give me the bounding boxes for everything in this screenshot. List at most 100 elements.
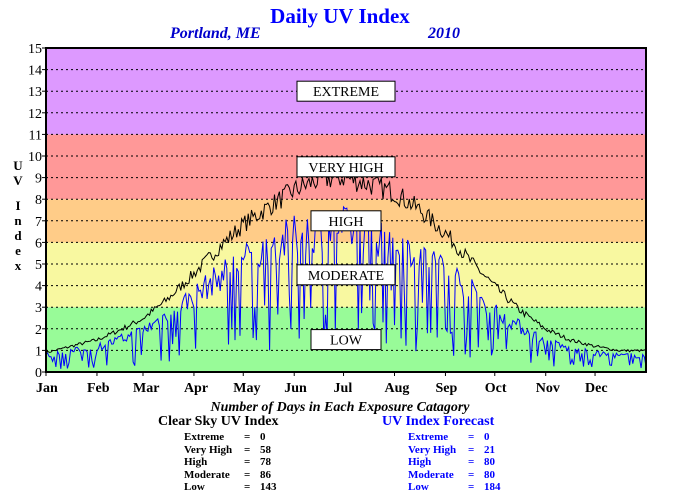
- grid-lines: [46, 69, 646, 351]
- y-tick-label: 3: [35, 301, 42, 316]
- y-tick-label: 11: [29, 128, 42, 143]
- forecast-title: UV Index Forecast: [382, 414, 495, 429]
- clear-sky-row-low: Low = 143: [184, 481, 290, 494]
- x-tick-label: Jun: [284, 381, 307, 396]
- forecast-row-low: Low = 184: [408, 481, 514, 494]
- band-label-moderate: MODERATE: [308, 269, 384, 284]
- equals-sign: =: [468, 481, 475, 494]
- forecast-row-extreme: Extreme = 0: [408, 431, 514, 444]
- forecast-row-very-high: Very High = 21: [408, 444, 514, 457]
- x-tick-label: Jan: [36, 381, 58, 396]
- x-tick-label: Mar: [133, 381, 159, 396]
- band-label-box-high: [310, 210, 382, 232]
- clear-sky-title: Clear Sky UV Index: [158, 414, 279, 429]
- band-label-box-moderate: [296, 264, 396, 286]
- category-label: Very High: [408, 443, 457, 456]
- y-tick-label: 15: [28, 42, 42, 57]
- year-label: 2010: [428, 25, 460, 42]
- equals-sign: =: [244, 468, 251, 481]
- band-label-very-high: VERY HIGH: [308, 161, 383, 176]
- equals-sign: =: [244, 481, 251, 494]
- day-count: 21: [484, 443, 495, 456]
- day-count: 184: [484, 481, 501, 494]
- category-label: High: [184, 456, 208, 469]
- band-labels: LOW MODERATE HIGH VERY HIGH EXTREME: [296, 80, 396, 351]
- equals-sign: =: [468, 468, 475, 481]
- day-count: 78: [260, 456, 271, 469]
- band-label-extreme: EXTREME: [313, 85, 379, 100]
- x-tick-label: Nov: [536, 381, 560, 396]
- series-line-uv-index-forecast: [45, 205, 647, 369]
- band-label-high: HIGH: [329, 215, 364, 230]
- clear-sky-rows: Extreme = 0 Very High = 58 High = 78 Moderate =…: [184, 431, 290, 494]
- y-axis-label-char: n: [14, 213, 22, 228]
- band-label-box-very-high: [296, 156, 396, 178]
- forecast-rows: Extreme = 0 Very High = 21 High = 80 Moderate =…: [408, 431, 514, 494]
- forecast-row-moderate: Moderate = 80: [408, 469, 514, 482]
- y-axis-label-char: e: [15, 243, 21, 258]
- clear-sky-row-high: High = 78: [184, 456, 290, 469]
- clear-sky-table: Clear Sky UV Index Extreme = 0 Very High = 5…: [158, 414, 290, 494]
- x-axis: Jan Feb Mar Apr May Jun Jul Aug Sep Oct Nov Dec: [36, 372, 608, 396]
- forecast-table: UV Index Forecast Extreme = 0 Very High = 21…: [382, 414, 514, 494]
- x-tick-label: Apr: [184, 381, 208, 396]
- equals-sign: =: [244, 431, 251, 443]
- equals-sign: =: [468, 443, 475, 456]
- y-tick-label: 13: [28, 85, 42, 100]
- equals-sign: =: [244, 443, 251, 456]
- y-axis-label-char: U: [13, 158, 23, 173]
- chart-title: Daily UV Index: [270, 4, 410, 28]
- category-label: Moderate: [408, 468, 454, 481]
- equals-sign: =: [468, 431, 475, 443]
- y-axis-label-char: x: [15, 258, 22, 273]
- clear-sky-row-very-high: Very High = 58: [184, 444, 290, 457]
- clear-sky-row-extreme: Extreme = 0: [184, 431, 290, 444]
- category-label: Moderate: [184, 468, 230, 481]
- x-tick-label: Feb: [87, 381, 110, 396]
- y-tick-label: 0: [35, 366, 42, 381]
- category-label: Low: [408, 481, 429, 494]
- x-tick-label: Aug: [384, 381, 409, 396]
- y-tick-label: 14: [28, 64, 42, 79]
- y-tick-label: 8: [35, 193, 42, 208]
- y-tick-label: 2: [35, 323, 42, 338]
- band-label-low: LOW: [330, 334, 363, 349]
- category-label: Extreme: [184, 431, 225, 443]
- day-count: 0: [260, 431, 266, 443]
- band-label-box-low: [310, 329, 382, 351]
- x-tick-label: Oct: [485, 381, 507, 396]
- y-axis-label-char: d: [14, 228, 22, 243]
- y-tick-label: 4: [35, 280, 42, 295]
- plot-frame: [45, 47, 647, 373]
- category-label: High: [408, 456, 432, 469]
- day-count: 80: [484, 456, 495, 469]
- clear-sky-row-moderate: Moderate = 86: [184, 469, 290, 482]
- day-count: 58: [260, 443, 271, 456]
- category-label: Very High: [184, 443, 233, 456]
- day-count: 0: [484, 431, 490, 443]
- x-tick-label: May: [233, 381, 260, 396]
- category-label: Low: [184, 481, 205, 494]
- y-tick-label: 9: [35, 172, 42, 187]
- day-count: 86: [260, 468, 271, 481]
- band-label-box-extreme: [296, 80, 396, 102]
- y-tick-label: 7: [35, 215, 42, 230]
- y-tick-label: 12: [28, 107, 42, 122]
- x-tick-label: Jul: [334, 381, 353, 396]
- equals-sign: =: [244, 456, 251, 469]
- equals-sign: =: [468, 456, 475, 469]
- x-tick-label: Dec: [585, 381, 608, 396]
- category-label: Extreme: [408, 431, 449, 443]
- y-axis-label-char: I: [15, 198, 20, 213]
- y-axis-label-char: V: [13, 173, 23, 188]
- day-count: 80: [484, 468, 495, 481]
- day-count: 143: [260, 481, 277, 494]
- y-tick-label: 10: [28, 150, 42, 165]
- forecast-row-high: High = 80: [408, 456, 514, 469]
- counts-title: Number of Days in Each Exposure Catagory: [210, 400, 470, 415]
- x-tick-label: Sep: [435, 381, 457, 396]
- y-tick-label: 5: [35, 258, 42, 273]
